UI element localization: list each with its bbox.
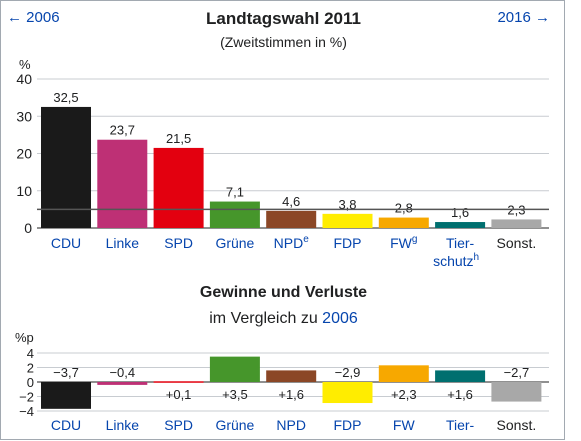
change-value-label: −3,7	[53, 365, 79, 380]
bar	[491, 219, 542, 228]
bar	[266, 210, 317, 228]
y-tick-label: 30	[16, 108, 32, 124]
bar-value-label: 3,8	[338, 197, 356, 212]
y-tick-label: 4	[27, 346, 34, 361]
bar	[322, 213, 373, 228]
vote-share-chart: % 0 10 20 30 40 32,5 CDU 23,7 Linke 21,5 SPD 7,1 Grün…	[16, 57, 549, 269]
category-label[interactable]: FW	[393, 417, 416, 433]
category-label[interactable]: Tier-	[446, 417, 475, 433]
category-label[interactable]: Linke	[106, 235, 140, 251]
y-axis-unit-label: %p	[15, 330, 34, 345]
change-value-label: +1,6	[447, 387, 473, 402]
change-bar	[491, 382, 542, 402]
change-bar	[266, 370, 317, 382]
bar	[153, 147, 204, 228]
bar	[378, 217, 429, 228]
y-axis-unit-label: %	[19, 57, 31, 72]
category-label[interactable]: Grüne	[215, 417, 254, 433]
bar	[209, 201, 260, 228]
y-tick-label: 10	[16, 183, 32, 199]
category-label[interactable]: Linke	[106, 417, 140, 433]
category-label[interactable]: FWg	[390, 234, 417, 251]
footnote-marker[interactable]: e	[303, 234, 309, 245]
bar-value-label: 4,6	[282, 194, 300, 209]
y-tick-label: −4	[19, 404, 34, 419]
y-tick-label: 20	[16, 146, 32, 162]
category-label[interactable]: SPD	[164, 235, 193, 251]
footnote-marker[interactable]: g	[412, 234, 418, 245]
category-label: Sonst.	[497, 417, 537, 433]
main-chart-title: Landtagswahl 2011	[206, 9, 361, 28]
category-label[interactable]: NPD	[276, 417, 306, 433]
category-label[interactable]: CDU	[51, 235, 81, 251]
change-value-label: +2,3	[391, 387, 417, 402]
category-label[interactable]: SPD	[164, 417, 193, 433]
category-label[interactable]: Tier-	[446, 235, 475, 251]
change-value-label: −2,9	[335, 365, 361, 380]
bar-value-label: 23,7	[110, 123, 135, 138]
change-value-label: +0,1	[166, 387, 192, 402]
change-bar	[41, 382, 91, 409]
main-chart-subtitle: (Zweitstimmen in %)	[220, 34, 347, 50]
previous-election-link[interactable]: ← 2006	[7, 9, 60, 26]
bar-value-label: 7,1	[226, 185, 244, 200]
bar-value-label: 21,5	[166, 131, 191, 146]
category-label-line2[interactable]: schutzh	[433, 252, 479, 269]
change-value-label: −0,4	[109, 365, 135, 380]
bar-value-label: 32,5	[53, 90, 78, 105]
y-tick-label: 0	[24, 220, 32, 236]
change-value-label: −2,7	[504, 365, 530, 380]
category-label[interactable]: NPDe	[274, 234, 310, 251]
change-chart-title: Gewinne und Verluste	[199, 284, 368, 301]
bar-value-label: 2,8	[395, 201, 413, 216]
change-bar	[322, 382, 373, 404]
category-label[interactable]: FDP	[334, 417, 362, 433]
change-value-label: +3,5	[222, 387, 248, 402]
change-bar	[378, 365, 429, 382]
y-tick-label: 0	[27, 375, 34, 390]
change-bar	[153, 381, 204, 383]
category-label[interactable]: CDU	[51, 417, 81, 433]
y-tick-label: 2	[27, 361, 34, 376]
chart-frame: ← 2006 2016 → Landtagswahl 2011 (Zweitst…	[0, 0, 565, 440]
comparison-year-link[interactable]: 2006	[322, 310, 358, 327]
change-bar	[435, 370, 486, 382]
change-chart-subtitle-prefix: im Vergleich zu	[209, 310, 323, 327]
category-label: Sonst.	[497, 235, 537, 251]
bar	[97, 139, 148, 228]
next-election-link[interactable]: 2016 →	[497, 9, 550, 26]
bar	[41, 106, 91, 228]
y-tick-label: −2	[19, 390, 34, 405]
footnote-marker[interactable]: h	[474, 252, 480, 263]
category-label[interactable]: Grüne	[215, 235, 254, 251]
bar	[435, 222, 486, 228]
change-value-label: +1,6	[278, 387, 304, 402]
change-bar	[209, 356, 260, 382]
y-tick-label: 40	[16, 71, 32, 87]
change-chart-subtitle: im Vergleich zu 2006	[1, 310, 566, 328]
change-bar	[97, 382, 148, 385]
category-label[interactable]: FDP	[334, 235, 362, 251]
